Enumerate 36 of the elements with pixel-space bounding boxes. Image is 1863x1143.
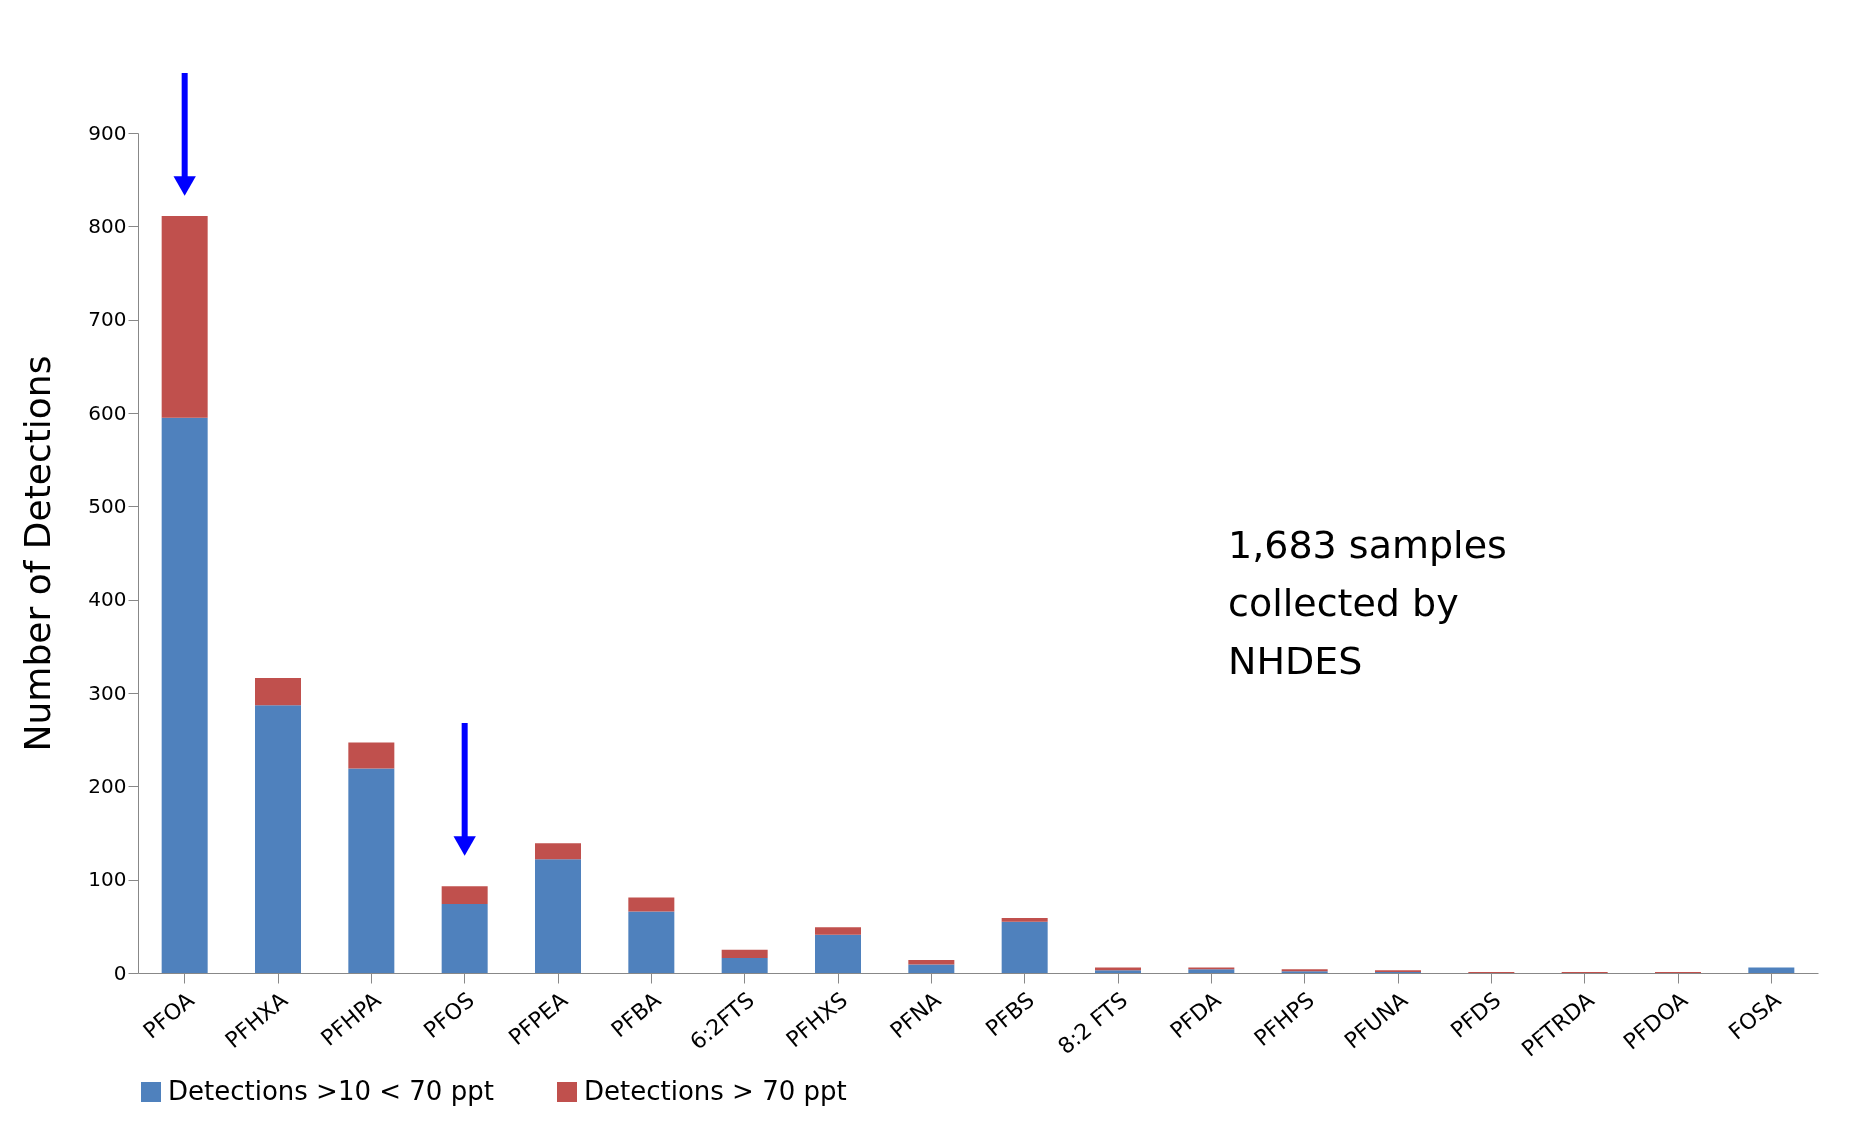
bar — [721, 949, 768, 959]
bar — [441, 903, 488, 973]
bar — [348, 742, 395, 769]
bar — [628, 911, 675, 973]
bar — [721, 958, 768, 973]
y-tick-label: 200 — [88, 773, 127, 798]
bar — [535, 843, 581, 860]
bar — [535, 859, 581, 973]
y-tick-label: 500 — [88, 493, 127, 518]
bar — [815, 927, 861, 935]
y-tick-label: 600 — [88, 400, 127, 425]
bar — [815, 934, 861, 973]
bar — [908, 964, 955, 973]
y-tick-label: 800 — [88, 213, 127, 238]
y-tick-label: 300 — [88, 680, 127, 705]
bar — [161, 417, 208, 973]
bar — [1001, 917, 1048, 922]
y-tick-label: 0 — [113, 960, 127, 985]
y-tick-label: 900 — [88, 120, 127, 145]
annotation: 1,683 samples collected by NHDES — [1228, 522, 1507, 683]
bar — [441, 886, 488, 904]
bar — [255, 705, 301, 973]
y-tick-label: 700 — [88, 307, 127, 332]
bar — [161, 216, 208, 418]
bar — [255, 678, 301, 706]
bar — [1748, 967, 1795, 973]
bar — [908, 959, 955, 965]
x-tick-label: 8:2 FTS — [1053, 987, 1133, 1060]
bar — [348, 768, 395, 973]
y-axis-title: Number of Detections — [17, 355, 59, 752]
legend-label: Detections >10 < 70 ppt — [168, 1076, 494, 1106]
bar — [628, 897, 675, 912]
legend-label: Detections > 70 ppt — [584, 1076, 847, 1106]
y-tick-label: 400 — [88, 587, 127, 612]
bar — [1001, 921, 1048, 973]
y-tick-label: 100 — [88, 867, 127, 892]
